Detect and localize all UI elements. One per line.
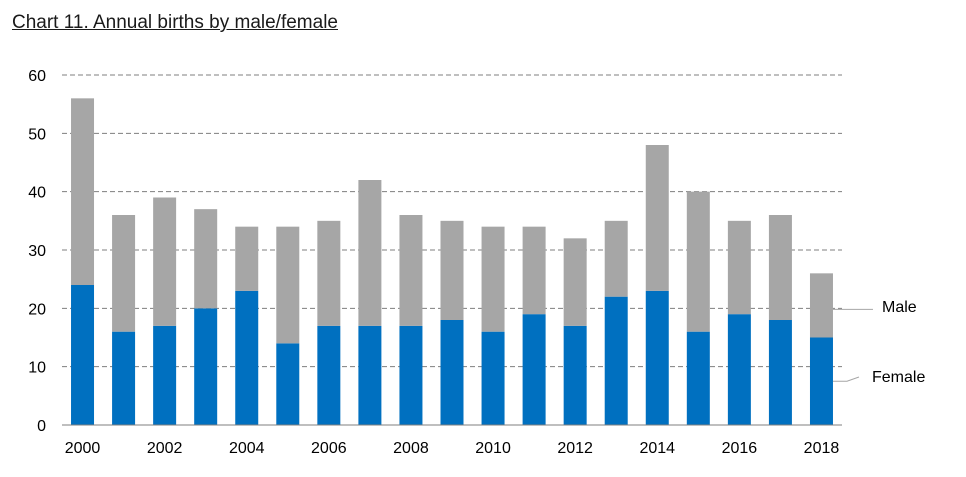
y-axis-tick-labels: 0 10 20 30 40 50 60 (28, 68, 46, 435)
bars (71, 98, 833, 425)
bar-female-2009 (440, 320, 464, 425)
bar-male-2018 (809, 273, 833, 338)
x-tick-label: 2016 (722, 440, 758, 457)
y-tick-label: 60 (28, 68, 46, 85)
bar-female-2000 (71, 285, 95, 425)
bar-female-2012 (563, 325, 587, 425)
bar-female-2013 (604, 296, 628, 425)
bar-male-2002 (153, 197, 177, 326)
x-tick-label: 2000 (65, 440, 101, 457)
bar-female-2008 (399, 325, 423, 425)
legend: Male Female (832, 299, 925, 386)
x-axis-tick-labels: 2000 2002 2004 2006 2008 2010 2012 2014 2016 2018 (65, 440, 840, 457)
bar-female-2017 (768, 320, 792, 425)
bar-female-2003 (194, 308, 218, 425)
x-tick-label: 2018 (804, 440, 840, 457)
bar-male-2003 (194, 209, 218, 309)
x-tick-label: 2002 (147, 440, 183, 457)
bar-male-2015 (686, 191, 710, 332)
gridlines (62, 74, 842, 368)
y-tick-label: 10 (28, 360, 46, 377)
bar-male-2014 (645, 145, 669, 291)
x-tick-label: 2006 (311, 440, 347, 457)
x-tick-label: 2004 (229, 440, 265, 457)
x-tick-label: 2012 (557, 440, 593, 457)
bar-female-2011 (522, 314, 546, 425)
bar-female-2015 (686, 331, 710, 425)
bar-female-2016 (727, 314, 751, 425)
bar-male-2004 (235, 226, 259, 291)
chart-title: Chart 11. Annual births by male/female (12, 12, 338, 33)
legend-label-female: Female (872, 369, 925, 386)
bar-male-2008 (399, 215, 423, 326)
bar-female-2001 (112, 331, 136, 425)
bar-male-2016 (727, 220, 751, 315)
bar-male-2013 (604, 220, 628, 297)
bar-male-2000 (71, 98, 95, 285)
bar-female-2005 (276, 343, 300, 425)
bar-female-2018 (809, 337, 833, 425)
bar-female-2010 (481, 331, 505, 425)
bar-male-2006 (317, 220, 341, 326)
y-tick-label: 40 (28, 185, 46, 202)
legend-label-male: Male (882, 299, 917, 316)
y-tick-label: 20 (28, 301, 46, 318)
bar-male-2005 (276, 226, 300, 344)
x-tick-label: 2008 (393, 440, 429, 457)
legend-leader-female (832, 376, 860, 382)
bar-male-2007 (358, 180, 382, 326)
bar-female-2007 (358, 325, 382, 425)
x-tick-label: 2010 (475, 440, 511, 457)
bar-female-2004 (235, 290, 259, 425)
y-tick-label: 50 (28, 126, 46, 143)
bar-male-2017 (768, 215, 792, 320)
bar-male-2012 (563, 238, 587, 326)
bar-male-2010 (481, 226, 505, 332)
bar-female-2002 (153, 325, 177, 425)
bar-female-2014 (645, 290, 669, 425)
y-tick-label: 0 (37, 418, 46, 435)
bar-male-2009 (440, 220, 464, 320)
y-tick-label: 30 (28, 243, 46, 260)
x-tick-label: 2014 (639, 440, 675, 457)
bar-male-2011 (522, 226, 546, 315)
bar-male-2001 (112, 215, 136, 332)
bar-female-2006 (317, 325, 341, 425)
